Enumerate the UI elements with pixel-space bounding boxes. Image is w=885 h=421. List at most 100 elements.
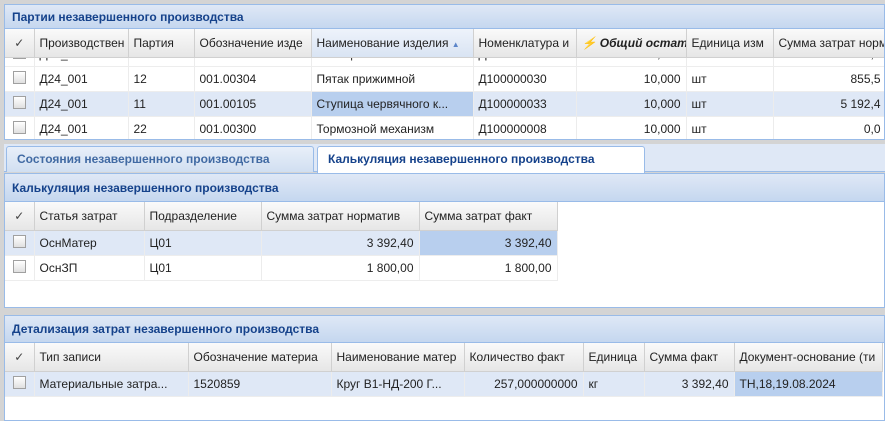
- cell: Тормозной механизм: [311, 116, 474, 139]
- column-headers: ✓ Производствен Партия Обозначение изде …: [5, 29, 884, 58]
- column-header[interactable]: Статья затрат: [34, 202, 145, 231]
- row-checkbox[interactable]: [12, 71, 26, 84]
- cell: Ц01: [144, 255, 262, 281]
- select-all-check-icon[interactable]: ✓: [5, 29, 35, 58]
- row-checkbox[interactable]: [12, 375, 26, 389]
- column-header[interactable]: Обозначение материа: [188, 343, 332, 372]
- column-header[interactable]: Количество факт: [464, 343, 584, 372]
- cell: Д100000025: [473, 57, 577, 67]
- cell: Д100000033: [473, 91, 577, 117]
- column-header[interactable]: Наименование матер: [331, 343, 465, 372]
- column-header[interactable]: Сумма затрат факт: [419, 202, 558, 231]
- select-all-check-icon[interactable]: ✓: [5, 343, 35, 372]
- panel-title: Калькуляция незавершенного производства: [5, 174, 884, 202]
- tab-wip-costing[interactable]: Калькуляция незавершенного производства: [317, 146, 645, 173]
- row-checkbox[interactable]: [12, 57, 26, 59]
- table-row-selected[interactable]: ОснМатер Ц01 3 392,40 3 392,40: [5, 230, 558, 256]
- costing-grid: ✓ Статья затрат Подразделение Сумма затр…: [5, 202, 558, 281]
- cell: 001.00105: [194, 91, 312, 117]
- row-checkbox[interactable]: [12, 259, 26, 273]
- batches-grid-body[interactable]: Д24_00121001.00201ПалецД10000002560,000ш…: [5, 57, 884, 139]
- table-row-selected[interactable]: Д24_001 11 001.00105 Ступица червячного к..…: [5, 91, 884, 117]
- cell: 257,000000000: [464, 371, 584, 397]
- cell: Палец: [311, 57, 474, 67]
- column-header[interactable]: Единица: [583, 343, 645, 372]
- cell: 22: [128, 116, 195, 139]
- cell: 1 800,00: [419, 255, 558, 281]
- cell: 0,0: [773, 116, 884, 139]
- column-header[interactable]: Обозначение изде: [194, 29, 312, 58]
- row-checkbox[interactable]: [12, 121, 26, 134]
- cell: ОснЗП: [34, 255, 145, 281]
- column-header[interactable]: Документ-основание (ти: [734, 343, 883, 372]
- column-header[interactable]: Номенклатура и: [473, 29, 577, 58]
- cell: Ц01: [144, 230, 262, 256]
- cell: 1520859: [188, 371, 332, 397]
- column-header[interactable]: Сумма затрат норм: [773, 29, 884, 58]
- column-header[interactable]: Единица изм: [686, 29, 774, 58]
- filter-icon: ⚡: [581, 35, 597, 50]
- tab-wip-states[interactable]: Состояния незавершенного производства: [6, 146, 314, 172]
- cell: Ступица червячного к...: [311, 91, 474, 117]
- table-row[interactable]: ОснЗП Ц01 1 800,00 1 800,00: [5, 255, 558, 281]
- table-row-selected[interactable]: Материальные затра... 1520859 Круг В1-НД-2…: [5, 371, 883, 397]
- column-header[interactable]: Тип записи: [34, 343, 189, 372]
- cell: 12: [128, 66, 195, 92]
- table-row[interactable]: Д24_00121001.00201ПалецД10000002560,000ш…: [5, 57, 884, 67]
- panel-title: Партии незавершенного производства: [5, 5, 884, 29]
- wip-batches-panel: Партии незавершенного производства ✓ Про…: [4, 4, 885, 140]
- wip-costing-panel: Калькуляция незавершенного производства …: [4, 173, 885, 308]
- cell: 001.00300: [194, 116, 312, 139]
- column-header[interactable]: Наименование изделия ▲: [311, 29, 474, 58]
- select-all-check-icon[interactable]: ✓: [5, 202, 35, 231]
- table-row[interactable]: Д24_001 22 001.00300 Тормозной механизм Д100…: [5, 116, 884, 139]
- wip-cost-details-panel: Детализация затрат незавершенного произв…: [4, 315, 885, 421]
- column-header-label: Наименование изделия: [316, 35, 449, 50]
- column-header[interactable]: ⚡ Общий остат: [576, 29, 687, 58]
- cell: 3 392,40: [419, 230, 558, 256]
- cell: шт: [686, 57, 774, 67]
- cell: 11: [128, 91, 195, 117]
- cell: 21: [128, 57, 195, 67]
- cell: Пятак прижимной: [311, 66, 474, 92]
- cell: 9 299,7: [773, 57, 884, 67]
- cell: Д24_001: [34, 91, 129, 117]
- column-header[interactable]: Производствен: [34, 29, 129, 58]
- column-headers: ✓ Тип записи Обозначение материа Наимено…: [5, 343, 883, 372]
- cell: ТН,18,19.08.2024: [734, 371, 883, 397]
- cell: шт: [686, 66, 774, 92]
- cell: Д24_001: [34, 57, 129, 67]
- column-header[interactable]: Партия: [128, 29, 195, 58]
- cell: 5 192,4: [773, 91, 884, 117]
- cell: 855,5: [773, 66, 884, 92]
- cell: кг: [583, 371, 645, 397]
- column-header[interactable]: Сумма факт: [644, 343, 735, 372]
- column-header[interactable]: Подразделение: [144, 202, 262, 231]
- cell: 60,000: [576, 57, 687, 67]
- sort-asc-icon: ▲: [451, 39, 460, 49]
- cell: Круг В1-НД-200 Г...: [331, 371, 465, 397]
- column-header[interactable]: Сумма затрат норматив: [261, 202, 420, 231]
- cell: ОснМатер: [34, 230, 145, 256]
- cell: 10,000: [576, 91, 687, 117]
- column-header-label: Общий остат: [599, 35, 686, 50]
- row-checkbox[interactable]: [12, 234, 26, 248]
- table-row[interactable]: Д24_001 12 001.00304 Пятак прижимной Д100000…: [5, 66, 884, 92]
- cell: Д24_001: [34, 66, 129, 92]
- cost-details-grid: ✓ Тип записи Обозначение материа Наимено…: [5, 343, 883, 397]
- cell: 3 392,40: [644, 371, 735, 397]
- batches-grid: ✓ Производствен Партия Обозначение изде …: [5, 29, 884, 58]
- cell: 10,000: [576, 116, 687, 139]
- cell: 001.00304: [194, 66, 312, 92]
- cell: 1 800,00: [261, 255, 420, 281]
- column-headers: ✓ Статья затрат Подразделение Сумма затр…: [5, 202, 558, 231]
- cell: шт: [686, 91, 774, 117]
- panel-title: Детализация затрат незавершенного произв…: [5, 316, 884, 343]
- cell: 10,000: [576, 66, 687, 92]
- tab-bar: Состояния незавершенного производства Ка…: [4, 144, 885, 173]
- cell: шт: [686, 116, 774, 139]
- cell: Д100000030: [473, 66, 577, 92]
- row-checkbox[interactable]: [12, 96, 26, 109]
- cell: Д24_001: [34, 116, 129, 139]
- cell: Материальные затра...: [34, 371, 189, 397]
